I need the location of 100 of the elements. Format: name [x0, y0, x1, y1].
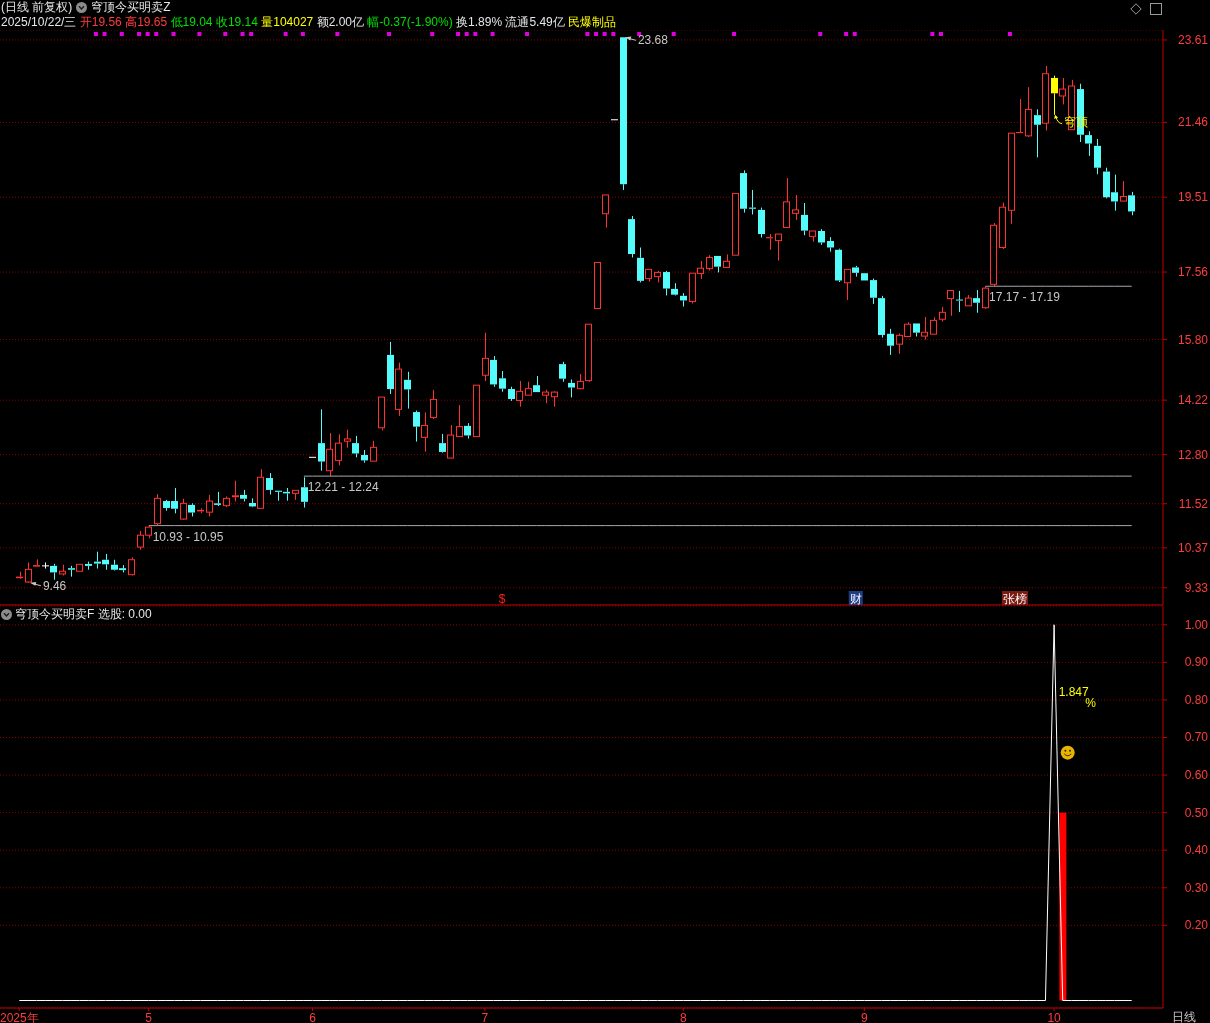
series-label: 17.17 - 17.19	[989, 290, 1061, 305]
y-tick-label: 10.37	[1177, 540, 1209, 555]
candlestick	[835, 249, 842, 283]
candlestick	[499, 370, 506, 393]
candlestick	[50, 563, 57, 581]
candlestick	[447, 424, 454, 459]
y-tick-label: 0.90	[1184, 655, 1209, 670]
y-tick-label: 19.51	[1177, 190, 1209, 205]
y-tick-label: 0.80	[1184, 692, 1209, 707]
candlestick	[594, 261, 601, 309]
candlestick	[602, 194, 609, 229]
candlestick	[439, 433, 446, 452]
y-tick-label: 17.56	[1177, 265, 1209, 280]
candlestick	[68, 565, 75, 578]
y-tick-label: 12.80	[1177, 447, 1209, 462]
candlestick	[352, 435, 359, 458]
y-tick-label: 0.20	[1184, 918, 1209, 933]
candlestick	[232, 480, 239, 502]
candlestick	[301, 476, 308, 509]
candlestick	[956, 290, 963, 313]
candlestick	[818, 228, 825, 246]
candlestick	[456, 404, 463, 438]
candlestick	[421, 411, 428, 453]
candlestick	[533, 375, 540, 393]
candlestick	[939, 306, 946, 323]
candlestick	[740, 169, 747, 214]
candlestick	[508, 386, 515, 402]
candlestick	[257, 468, 264, 509]
candlestick	[464, 422, 471, 440]
x-tick-label: 2025年	[0, 1011, 39, 1023]
candlestick	[878, 295, 885, 339]
x-tick-label: 9	[861, 1011, 869, 1023]
candlestick	[861, 273, 868, 281]
candlestick	[42, 561, 49, 570]
candlestick	[723, 253, 730, 268]
candlestick	[1085, 130, 1092, 157]
y-tick-label: 11.52	[1178, 496, 1209, 511]
annotation: 9.46	[42, 578, 67, 593]
x-tick-label: 10	[1047, 1011, 1062, 1023]
candlestick	[783, 177, 790, 229]
series-label: 10.93 - 10.95	[152, 529, 224, 544]
candlestick	[982, 287, 989, 309]
candlestick	[1128, 191, 1135, 216]
candlestick	[732, 192, 739, 256]
candlestick	[973, 289, 980, 314]
annotation: 23.68	[637, 33, 669, 48]
y-tick-label: 0.70	[1184, 730, 1209, 745]
x-tick-label: 7	[481, 1011, 489, 1023]
candlestick	[628, 215, 635, 258]
candlestick	[76, 563, 83, 572]
y-tick-label: 0.50	[1184, 805, 1209, 820]
chart-title: 穹顶今买明卖F 选股: 0.00	[15, 605, 152, 623]
candlestick	[1051, 75, 1058, 116]
candlestick	[809, 230, 816, 243]
candlestick	[930, 316, 937, 335]
y-tick-label: 0.30	[1184, 880, 1209, 895]
y-tick-label: 21.46	[1177, 115, 1209, 130]
candlestick	[490, 355, 497, 388]
candlestick	[404, 371, 411, 410]
x-tick-label: 5	[145, 1011, 153, 1023]
candlestick	[1120, 180, 1127, 202]
y-tick-label: 0.40	[1184, 843, 1209, 858]
candlestick	[921, 316, 928, 341]
candlestick	[33, 558, 40, 567]
candlestick	[947, 289, 954, 317]
candlestick	[758, 207, 765, 239]
candlestick	[568, 378, 575, 398]
text: 日线	[1172, 1010, 1196, 1023]
candlestick	[887, 328, 894, 356]
candlestick	[775, 233, 782, 262]
annotation: $	[498, 592, 506, 606]
candlestick	[620, 37, 627, 191]
y-tick-label: 9.33	[1184, 580, 1209, 595]
candlestick	[214, 491, 221, 505]
chart-title: (日线 前复权)	[1, 0, 73, 16]
candlestick	[516, 380, 523, 408]
x-tick-label: 8	[679, 1011, 687, 1023]
candlestick	[318, 408, 325, 472]
candlestick	[645, 268, 652, 283]
text: 穹顶今买明卖Z	[91, 0, 171, 16]
candlestick	[559, 361, 566, 383]
candlestick	[85, 561, 92, 571]
series-label: 12.21 - 12.24	[307, 480, 379, 495]
candlestick	[266, 472, 273, 496]
candlestick	[361, 449, 368, 464]
candlestick	[585, 323, 592, 382]
candlestick	[706, 254, 713, 272]
candlestick	[844, 268, 851, 301]
y-tick-label: 14.22	[1177, 393, 1209, 408]
candlestick	[827, 236, 834, 253]
text: 2025/10/22/三 开19.56 高19.65 低19.04 收19.14 量104027 额2.00亿 幅-0.37(-1.90%) 换1.89% 流通5.49亿 民爆制品	[1, 15, 617, 29]
candlestick	[387, 341, 394, 395]
x-tick-label: 6	[309, 1011, 317, 1023]
candlestick	[473, 384, 480, 438]
candlestick	[1008, 132, 1015, 225]
y-tick-label: 23.61	[1177, 32, 1209, 47]
y-tick-label: 1.00	[1184, 617, 1209, 632]
candlestick	[1034, 108, 1041, 158]
y-tick-label: 15.80	[1177, 332, 1209, 347]
y-tick-label: 0.60	[1184, 768, 1209, 783]
